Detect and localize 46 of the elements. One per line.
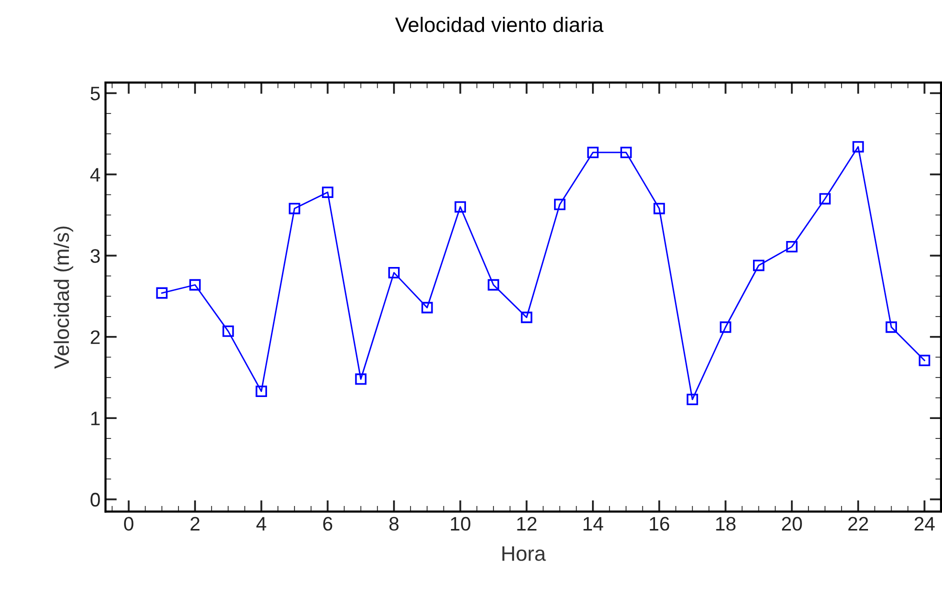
point [421,302,433,314]
point [918,354,930,366]
x-tick-label: 12 [517,516,536,530]
point [156,287,168,299]
point [488,279,500,291]
point [720,321,732,333]
x-tick-label: 24 [914,516,935,530]
x-tick-label: 2 [190,516,200,530]
x-tick-label: 8 [389,516,399,531]
x-tick-label: 6 [323,516,332,531]
point [654,202,665,214]
point [189,279,201,291]
chart-title: Velocidad viento diaria [395,16,604,32]
point [852,141,864,152]
y-tick-label: 5 [90,86,100,100]
point [355,373,367,385]
point [288,202,300,214]
y-tick-label: 2 [90,330,100,344]
point [322,186,334,198]
point [886,321,898,333]
point [753,260,764,272]
point [554,198,566,210]
x-axis-title: Hora [502,546,546,561]
point [819,193,831,204]
point [388,267,400,278]
y-tick-label: 3 [90,249,100,263]
point [620,146,632,158]
x-tick-label: 22 [848,516,868,530]
x-tick-label: 10 [450,516,470,531]
x-tick-label: 0 [124,516,134,531]
point [520,312,532,324]
x-tick-label: 16 [650,516,670,531]
x-tick-label: 18 [716,516,736,531]
point [454,201,466,213]
point [256,386,268,397]
y-tick-label: 1 [91,412,100,426]
point [786,241,798,252]
x-tick-label: 14 [584,517,604,530]
point [222,325,234,337]
x-tick-label: 20 [782,516,802,531]
point [686,394,698,406]
y-axis-title: Velocidad (m/s) [54,226,74,369]
x-tick-label: 4 [256,517,266,530]
y-tick-label: 0 [90,492,100,507]
point [587,146,599,158]
y-tick-label: 4 [90,168,100,182]
